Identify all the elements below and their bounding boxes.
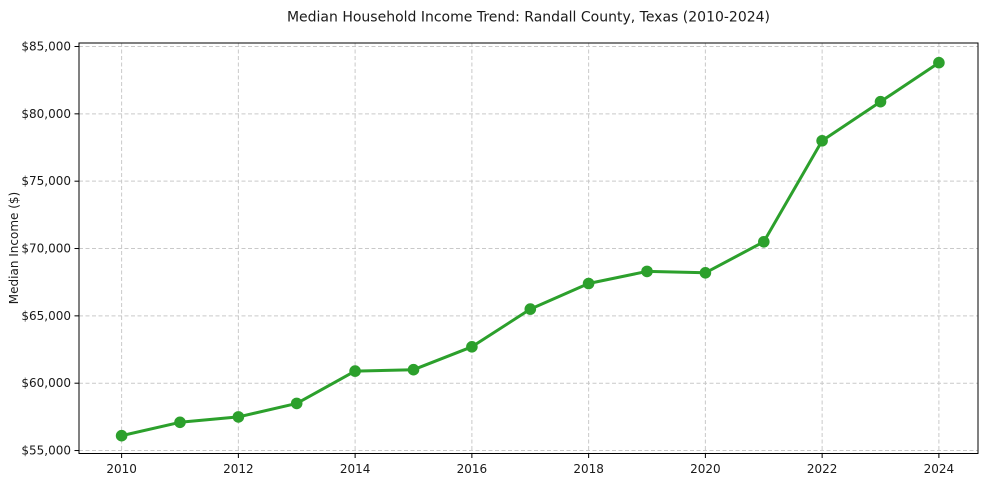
y-tick-label: $80,000 (21, 107, 71, 121)
data-point-marker (407, 363, 420, 376)
data-point-marker (290, 397, 303, 410)
data-point-marker (933, 56, 945, 69)
axes-layer: $55,000 $60,000 $65,000 $70,000 $75,000 $80,0… (21, 40, 979, 476)
data-point-marker (349, 365, 361, 377)
x-tick-label: 2024 (924, 462, 955, 476)
data-point-marker (758, 236, 770, 248)
x-tick-label: 2014 (340, 462, 371, 476)
y-axis-label: Median Income ($) (7, 192, 21, 304)
data-series-layer (115, 56, 945, 442)
x-tick-label: 2020 (690, 462, 721, 476)
grid-layer (79, 43, 978, 454)
y-tick-label: $60,000 (21, 376, 71, 390)
x-tick-label: 2018 (573, 462, 604, 476)
y-tick-label: $85,000 (21, 40, 71, 54)
y-tick-label: $55,000 (21, 444, 71, 458)
data-point-marker (115, 429, 128, 442)
income-trend-line (120, 61, 941, 438)
data-point-marker (699, 267, 712, 279)
x-tick-label: 2016 (457, 462, 488, 476)
data-point-marker (524, 303, 537, 315)
y-tick-label: $70,000 (21, 242, 71, 256)
x-tick-label: 2022 (807, 462, 838, 476)
chart-title: Median Household Income Trend: Randall C… (287, 10, 770, 26)
y-tick-label: $65,000 (21, 309, 71, 323)
data-point-marker (466, 341, 478, 353)
y-tick-label: $75,000 (21, 174, 71, 188)
data-point-marker (874, 95, 887, 108)
data-point-marker (816, 135, 828, 147)
data-point-marker (232, 411, 245, 423)
x-tick-label: 2012 (223, 462, 254, 476)
x-tick-label: 2010 (106, 462, 137, 476)
data-point-marker (174, 416, 186, 429)
data-point-marker (641, 265, 653, 278)
data-point-marker (582, 277, 595, 290)
